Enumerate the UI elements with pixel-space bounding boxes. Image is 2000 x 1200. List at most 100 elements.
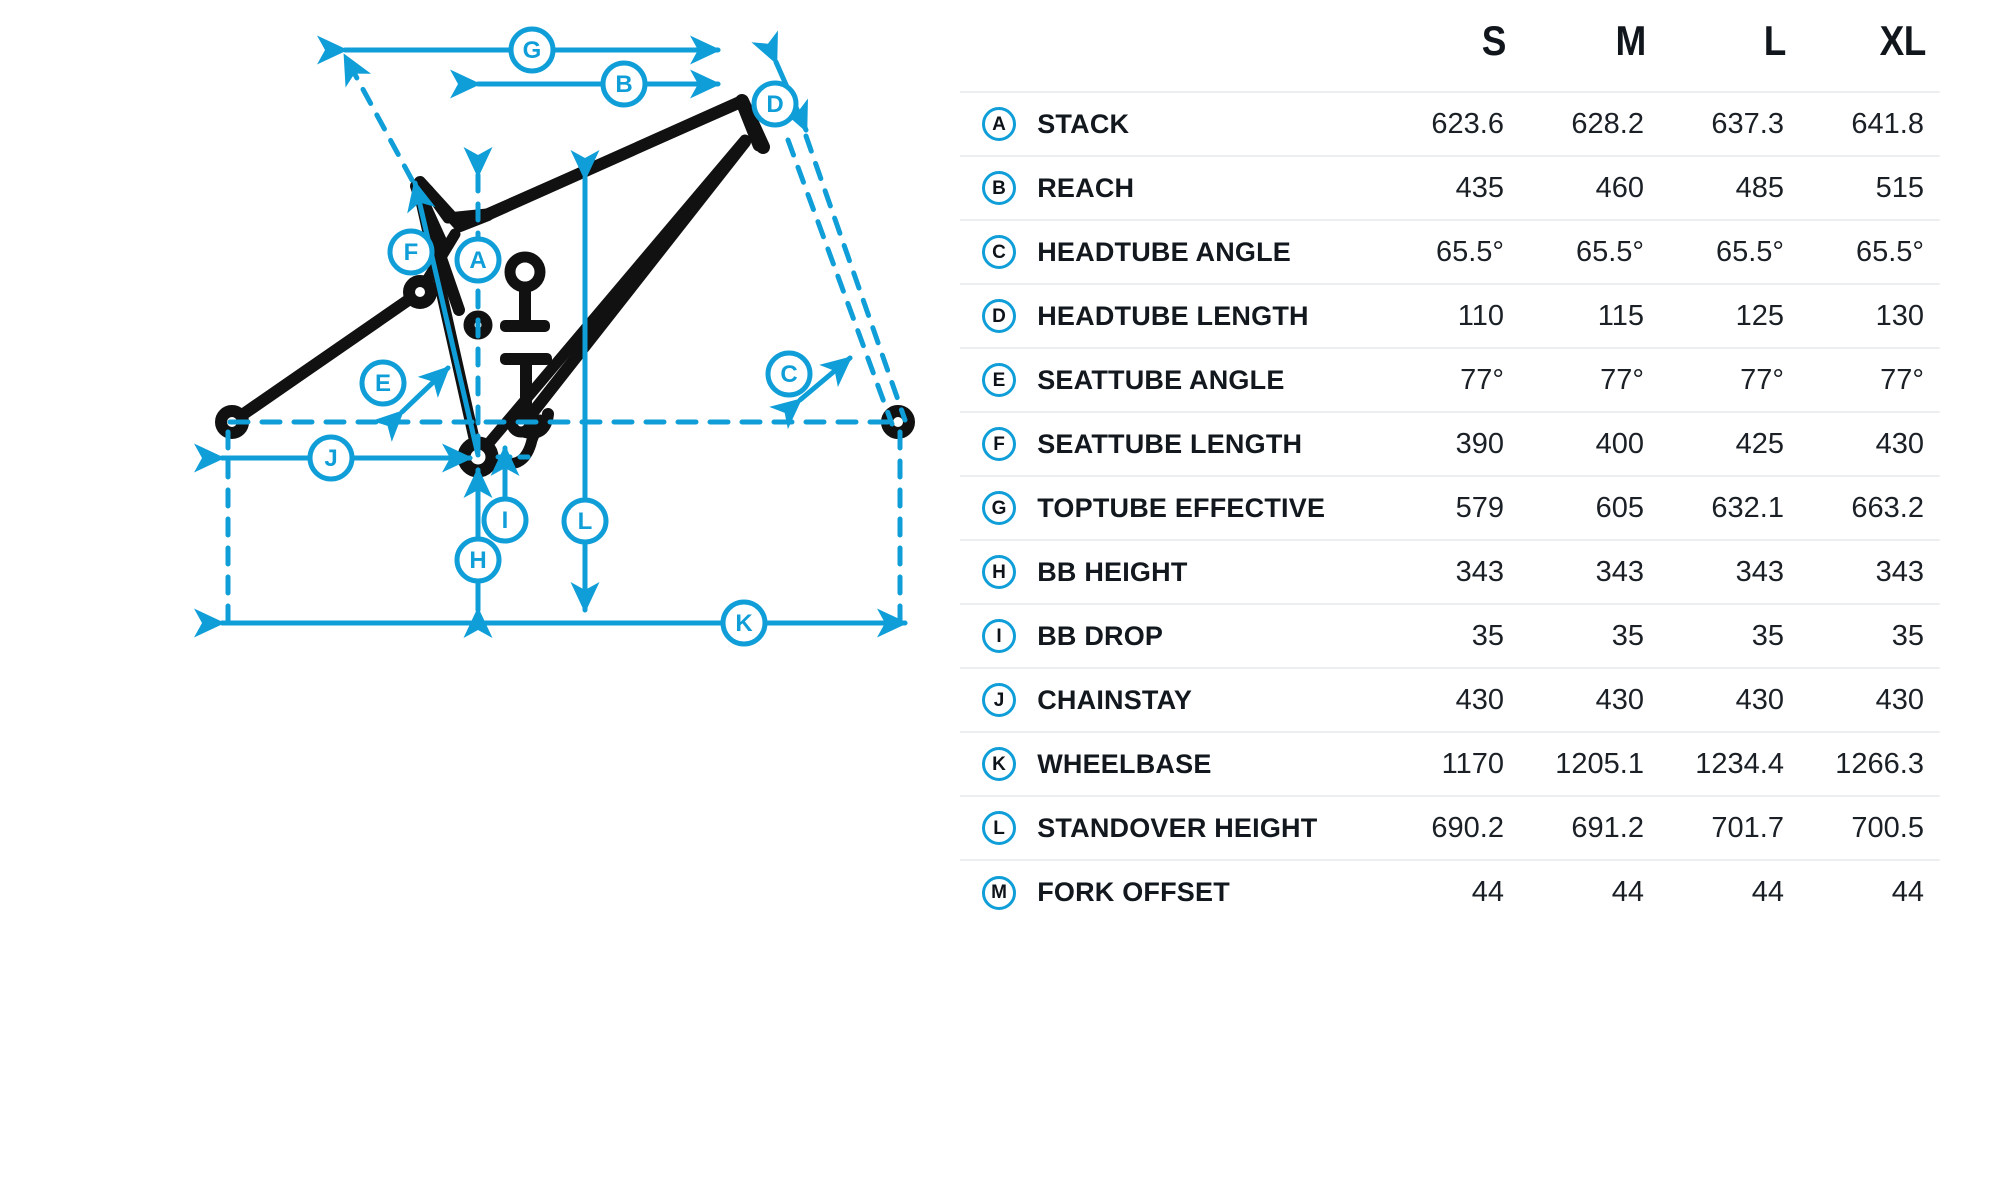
measurement-value: 35 xyxy=(1471,619,1504,652)
diagram-marker-G: G xyxy=(508,26,556,74)
measurement-badge-icon: G xyxy=(982,491,1016,525)
measurement-value: 44 xyxy=(1751,876,1784,908)
measurement-label: SEATTUBE LENGTH xyxy=(1037,428,1303,459)
measurement-badge-icon: F xyxy=(982,427,1016,461)
diagram-marker-I: I xyxy=(481,496,529,544)
measurement-label: CHAINSTAY xyxy=(1037,684,1193,715)
table-row: J CHAINSTAY 430 430 430 430 xyxy=(960,668,1940,732)
measurement-badge-icon: K xyxy=(982,747,1016,781)
geometry-table-panel: S M L XL A STACK 623.6 628.2 637.3 641.8 B REAC… xyxy=(960,0,2000,1200)
dimension-line-F xyxy=(407,180,481,458)
measurement-badge-icon: I xyxy=(982,619,1016,653)
diagram-marker-B: B xyxy=(600,60,648,108)
diagram-marker-A-label: A xyxy=(469,247,486,274)
diagram-marker-C: C xyxy=(765,350,813,398)
measurement-value: 343 xyxy=(1875,555,1924,588)
measurement-value: 44 xyxy=(1891,876,1924,908)
diagram-marker-H: H xyxy=(454,536,502,584)
measurement-value: 1234.4 xyxy=(1695,747,1784,780)
measurement-label: BB DROP xyxy=(1037,620,1164,651)
measurement-value: 65.5° xyxy=(1435,235,1504,268)
diagram-marker-G-label: G xyxy=(523,37,542,64)
size-header-m: M xyxy=(1615,17,1647,64)
measurement-value: 515 xyxy=(1875,171,1924,204)
frame-tubes xyxy=(226,95,766,470)
size-header-xl: XL xyxy=(1879,17,1927,64)
measurement-badge-icon: D xyxy=(982,299,1016,333)
measurement-value: 44 xyxy=(1471,876,1504,908)
measurement-label: FORK OFFSET xyxy=(1037,877,1230,907)
geometry-table-body: A STACK 623.6 628.2 637.3 641.8 B REACH 435 460 48… xyxy=(960,92,1940,924)
measurement-value: 579 xyxy=(1455,491,1504,524)
measurement-badge-icon: E xyxy=(982,363,1016,397)
dimension-line-C xyxy=(769,355,853,430)
measurement-value: 1205.1 xyxy=(1555,747,1644,780)
measurement-label: HEADTUBE ANGLE xyxy=(1037,236,1292,267)
measurement-label: HEADTUBE LENGTH xyxy=(1037,300,1309,331)
diagram-marker-E: E xyxy=(359,359,407,407)
row-badge-cell: K xyxy=(960,732,1035,796)
measurement-value: 115 xyxy=(1597,299,1644,332)
measurement-value: 1266.3 xyxy=(1835,747,1924,780)
table-row: C HEADTUBE ANGLE 65.5° 65.5° 65.5° 65.5° xyxy=(960,220,1940,284)
measurement-value: 623.6 xyxy=(1431,107,1504,140)
diagram-marker-bubbles: G B D F xyxy=(307,26,813,647)
diagram-marker-I-label: I xyxy=(502,507,509,534)
table-row: F SEATTUBE LENGTH 390 400 425 430 xyxy=(960,412,1940,476)
measurement-badge-icon: B xyxy=(982,171,1016,205)
row-badge-cell: H xyxy=(960,540,1035,604)
measurement-value: 130 xyxy=(1875,299,1924,332)
measurement-value: 77° xyxy=(1600,363,1644,396)
diagram-marker-C-label: C xyxy=(780,361,797,388)
measurement-value: 425 xyxy=(1735,427,1784,460)
diagram-marker-K: K xyxy=(720,599,768,647)
measurement-value: 65.5° xyxy=(1855,235,1924,268)
measurement-badge-icon: L xyxy=(982,811,1016,845)
measurement-badge-icon: M xyxy=(982,875,1016,910)
headtube-axis-dashed xyxy=(803,133,908,423)
downtube-main xyxy=(513,136,751,436)
measurement-value: 690.2 xyxy=(1431,811,1504,844)
row-badge-cell: B xyxy=(960,156,1035,220)
table-row: B REACH 435 460 485 515 xyxy=(960,156,1940,220)
measurement-badge-icon: C xyxy=(982,235,1016,269)
diagram-marker-L: L xyxy=(561,497,609,545)
row-badge-cell: C xyxy=(960,220,1035,284)
measurement-value: 65.5° xyxy=(1715,235,1784,268)
measurement-value: 460 xyxy=(1595,171,1644,204)
table-row: H BB HEIGHT 343 343 343 343 xyxy=(960,540,1940,604)
measurement-value: 485 xyxy=(1735,171,1784,204)
measurement-value: 125 xyxy=(1735,299,1784,332)
frame-outline xyxy=(226,94,770,439)
table-header-row: S M L XL xyxy=(960,0,1940,92)
size-header-l: L xyxy=(1763,17,1787,64)
measurement-value: 663.2 xyxy=(1851,491,1924,524)
chainstay-main xyxy=(226,286,426,428)
measurement-value: 605 xyxy=(1595,491,1644,524)
measurement-badge-icon: A xyxy=(982,107,1016,141)
measurement-value: 430 xyxy=(1595,683,1644,716)
row-badge-cell: M xyxy=(960,860,1035,924)
measurement-badge-icon: H xyxy=(982,555,1016,589)
measurement-label: TOPTUBE EFFECTIVE xyxy=(1037,492,1326,523)
row-badge-cell: G xyxy=(960,476,1035,540)
table-row: M FORK OFFSET 44 44 44 44 xyxy=(960,860,1940,924)
measurement-value: 110 xyxy=(1457,299,1504,332)
measurement-label: STACK xyxy=(1037,108,1130,139)
row-badge-cell: I xyxy=(960,604,1035,668)
table-row: K WHEELBASE 1170 1205.1 1234.4 1266.3 xyxy=(960,732,1940,796)
measurement-value: 400 xyxy=(1595,427,1644,460)
measurement-value: 343 xyxy=(1595,555,1644,588)
row-badge-cell: J xyxy=(960,668,1035,732)
measurement-value: 430 xyxy=(1875,427,1924,460)
measurement-value: 632.1 xyxy=(1711,491,1784,524)
measurement-value: 77° xyxy=(1880,363,1924,396)
row-badge-cell: D xyxy=(960,284,1035,348)
row-badge-cell: E xyxy=(960,348,1035,412)
diagram-marker-B-label: B xyxy=(615,71,632,98)
dimension-line-E xyxy=(371,365,451,442)
diagram-marker-L-label: L xyxy=(578,508,593,535)
measurement-value: 35 xyxy=(1891,619,1924,652)
suspension-hardware xyxy=(500,251,552,420)
measurement-label: REACH xyxy=(1037,172,1135,203)
